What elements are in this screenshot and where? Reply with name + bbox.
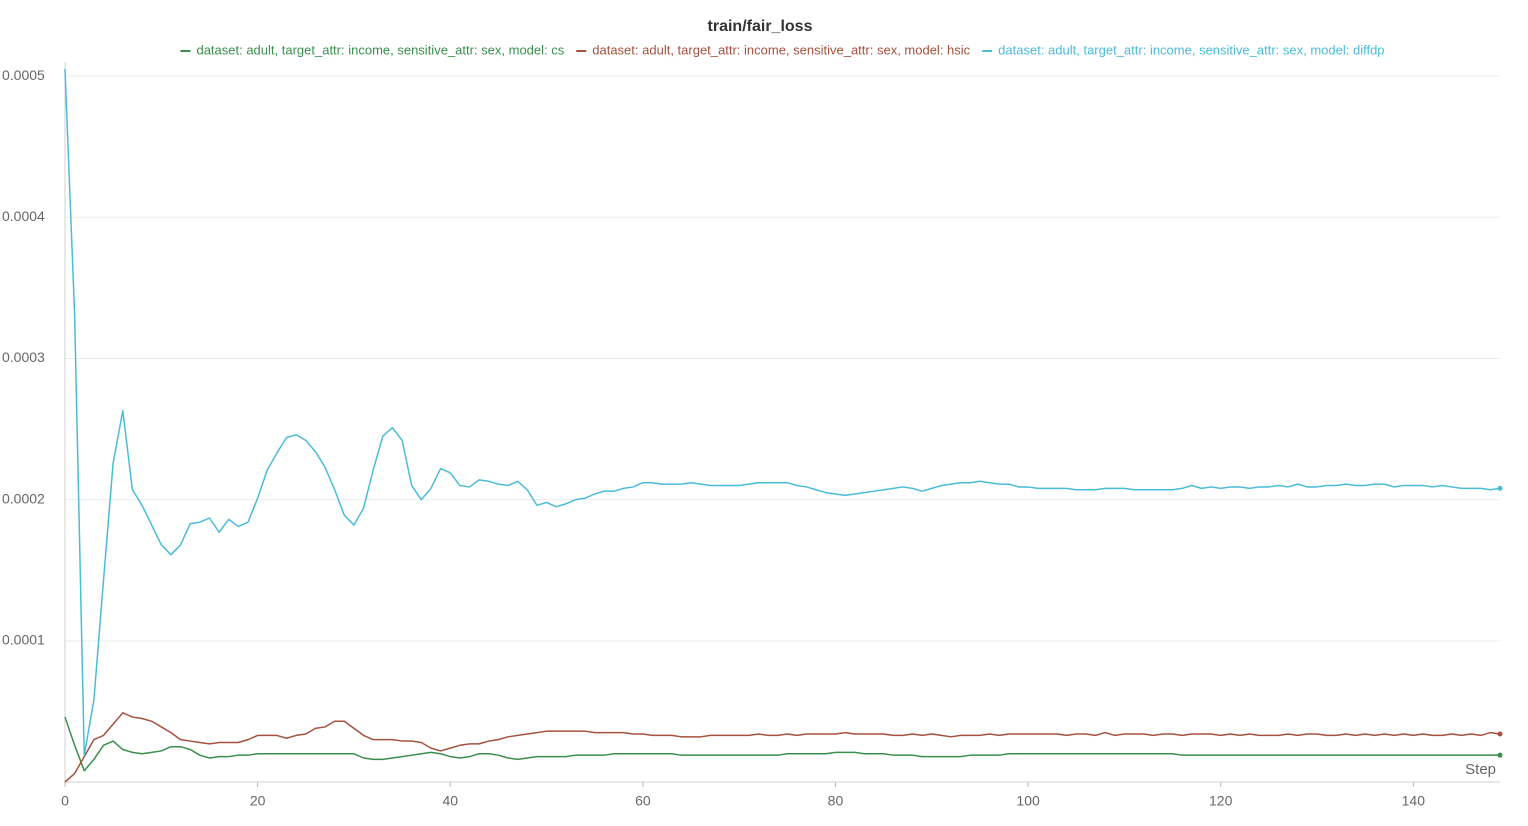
- legend-label: dataset: adult, target_attr: income, sen…: [592, 42, 970, 57]
- x-tick-label: 100: [1016, 793, 1040, 809]
- x-axis-label: Step: [1465, 761, 1496, 778]
- series-line: [64, 69, 1501, 756]
- y-tick-label: 0.0002: [2, 490, 45, 506]
- x-tick-label: 0: [61, 793, 69, 809]
- chart-title: train/fair_loss: [708, 18, 813, 35]
- legend-label: dataset: adult, target_attr: income, sen…: [196, 42, 564, 57]
- y-tick-label: 0.0001: [2, 632, 45, 648]
- end-point: [1497, 731, 1503, 737]
- legend-label: dataset: adult, target_attr: income, sen…: [998, 42, 1384, 57]
- x-tick-label: 120: [1209, 793, 1233, 809]
- y-tick-label: 0.0004: [2, 208, 45, 224]
- legend: dataset: adult, target_attr: income, sen…: [180, 42, 1385, 57]
- x-tick-label: 60: [635, 793, 651, 809]
- end-point: [1497, 485, 1503, 491]
- y-tick-label: 0.0003: [2, 349, 45, 365]
- end-point: [1497, 752, 1503, 758]
- x-tick-label: 140: [1402, 793, 1426, 809]
- x-tick-label: 40: [442, 793, 458, 809]
- series-line: [64, 716, 1500, 772]
- series-line: [64, 712, 1501, 783]
- x-tick-label: 80: [828, 793, 844, 809]
- y-tick-label: 0.0005: [2, 67, 45, 83]
- x-tick-label: 20: [250, 793, 266, 809]
